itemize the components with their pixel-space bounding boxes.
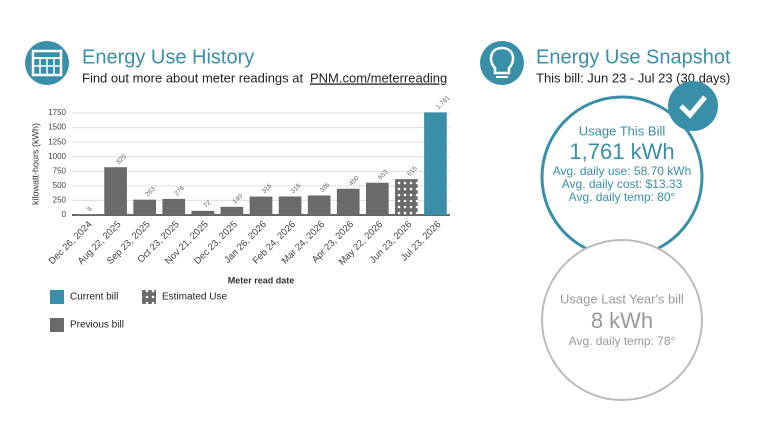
- y-tick-label: 500: [53, 181, 67, 190]
- value-label: 276: [173, 185, 186, 198]
- legend-label: Estimated Use: [162, 292, 227, 303]
- y-tick-label: 1000: [48, 152, 66, 161]
- current-line: Avg. daily temp: 80°: [569, 190, 676, 204]
- bar: [395, 179, 418, 215]
- y-tick-label: 0: [62, 210, 67, 219]
- bar: [133, 200, 156, 215]
- x-axis-label: Meter read date: [228, 275, 295, 285]
- value-label: 8: [86, 205, 94, 213]
- bar: [279, 196, 302, 215]
- bar: [162, 199, 185, 215]
- y-tick-label: 1500: [48, 123, 66, 132]
- current-line: Avg. daily cost: $13.33: [562, 177, 683, 191]
- bar: [250, 197, 273, 215]
- value-label: 316: [261, 182, 274, 195]
- value-label: 615: [406, 165, 419, 178]
- value-label: 263: [144, 185, 157, 198]
- last-year-line: Avg. daily temp: 78°: [569, 334, 676, 348]
- legend-swatch: [50, 318, 64, 332]
- y-tick-label: 1250: [48, 137, 66, 146]
- bar: [308, 195, 331, 215]
- bar: [104, 167, 127, 215]
- legend-label: Current bill: [70, 292, 118, 303]
- last-year-usage: 8 kWh: [591, 308, 653, 333]
- bar: [424, 112, 447, 215]
- value-label: 1,761: [435, 94, 452, 111]
- y-tick-label: 750: [53, 166, 67, 175]
- bar: [337, 189, 360, 215]
- value-label: 335: [319, 181, 332, 194]
- legend-label: Previous bill: [70, 320, 124, 331]
- check-badge: [668, 81, 718, 131]
- history-link[interactable]: PNM.com/meterreading: [310, 70, 447, 85]
- bar: [192, 211, 215, 215]
- chart: 0 250 500 750 1000 1250 1500 1750 kilowatt-hours…: [30, 94, 451, 332]
- history-icon: [25, 41, 69, 85]
- value-label: 318: [290, 182, 303, 195]
- y-axis-label: kilowatt-hours (kWh): [30, 123, 40, 205]
- legend-swatch: [50, 290, 64, 304]
- last-year-heading: Usage Last Year's bill: [560, 291, 684, 306]
- y-tick-label: 250: [53, 196, 67, 205]
- value-label: 553: [377, 169, 390, 182]
- bar: [366, 183, 389, 215]
- snapshot-title: Energy Use Snapshot: [536, 46, 731, 68]
- legend-swatch: [142, 290, 156, 304]
- history-title: Energy Use History: [82, 46, 254, 68]
- snapshot-icon: [480, 41, 524, 85]
- value-label: 140: [232, 193, 245, 206]
- history-subtitle: Find out more about meter readings at: [82, 70, 304, 85]
- current-line: Avg. daily use: 58.70 kWh: [553, 164, 692, 178]
- current-usage: 1,761 kWh: [569, 139, 674, 164]
- current-heading: Usage This Bill: [579, 123, 666, 138]
- value-label: 820: [115, 153, 128, 166]
- bar: [221, 207, 244, 215]
- y-tick-label: 1750: [48, 108, 66, 117]
